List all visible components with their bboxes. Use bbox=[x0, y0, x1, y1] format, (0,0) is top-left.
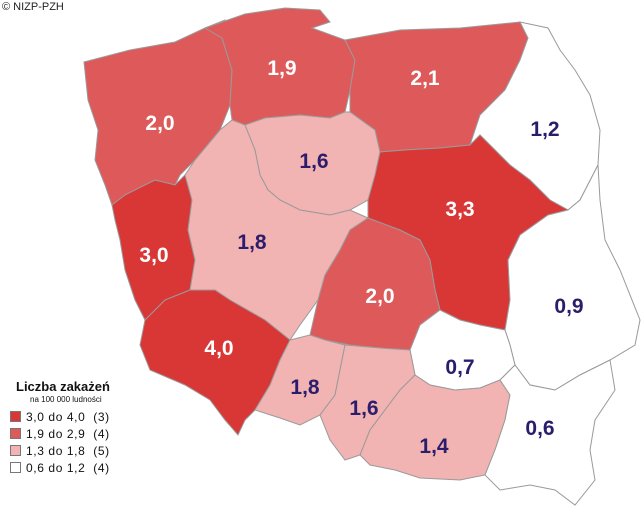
value-label-malopolskie: 1,4 bbox=[419, 435, 449, 458]
legend: Liczba zakażeń na 100 000 ludności 3,0 d… bbox=[10, 379, 160, 476]
legend-swatch bbox=[10, 445, 21, 456]
value-label-wielkopolskie: 1,8 bbox=[237, 231, 267, 254]
value-label-podkarpackie: 0,6 bbox=[525, 417, 554, 440]
legend-item: 1,3 do 1,8 (5) bbox=[10, 442, 160, 459]
legend-swatch bbox=[10, 428, 21, 439]
legend-swatch bbox=[10, 462, 21, 473]
value-label-lubelskie: 0,9 bbox=[554, 295, 583, 318]
legend-item: 1,9 do 2,9 (4) bbox=[10, 425, 160, 442]
value-label-swietokrzyskie: 0,7 bbox=[445, 356, 474, 379]
copyright-label: © NIZP-PZH bbox=[2, 1, 64, 13]
legend-count: (4) bbox=[93, 426, 110, 441]
value-label-slaskie: 1,6 bbox=[349, 397, 378, 420]
legend-range: 0,6 do 1,2 bbox=[26, 460, 86, 475]
legend-count: (3) bbox=[93, 409, 110, 424]
legend-subtitle: na 100 000 ludności bbox=[30, 395, 102, 404]
legend-item: 3,0 do 4,0 (3) bbox=[10, 408, 160, 425]
value-label-pomorskie: 1,9 bbox=[267, 57, 296, 80]
value-label-dolnoslaskie: 4,0 bbox=[204, 337, 233, 360]
legend-swatch bbox=[10, 411, 21, 422]
value-label-lodzkie: 2,0 bbox=[365, 285, 394, 308]
value-label-podlaskie: 1,2 bbox=[530, 118, 559, 141]
legend-range: 3,0 do 4,0 bbox=[26, 409, 86, 424]
value-label-lubuskie: 3,0 bbox=[139, 244, 168, 267]
value-label-kujawsko-pomorskie: 1,6 bbox=[299, 150, 328, 173]
legend-count: (5) bbox=[93, 443, 110, 458]
region-podkarpackie[interactable] bbox=[484, 359, 616, 506]
value-label-mazowieckie: 3,3 bbox=[445, 198, 474, 221]
region-malopolskie[interactable] bbox=[359, 374, 511, 481]
value-label-zachodniopomorskie: 2,0 bbox=[145, 112, 174, 135]
legend-range: 1,9 do 2,9 bbox=[26, 426, 86, 441]
legend-item: 0,6 do 1,2 (4) bbox=[10, 459, 160, 476]
legend-range: 1,3 do 1,8 bbox=[26, 443, 86, 458]
legend-count: (4) bbox=[93, 460, 110, 475]
value-label-warminsko-mazurskie: 2,1 bbox=[410, 67, 440, 90]
value-label-opolskie: 1,8 bbox=[290, 376, 320, 399]
legend-title: Liczba zakażeń bbox=[16, 379, 110, 394]
